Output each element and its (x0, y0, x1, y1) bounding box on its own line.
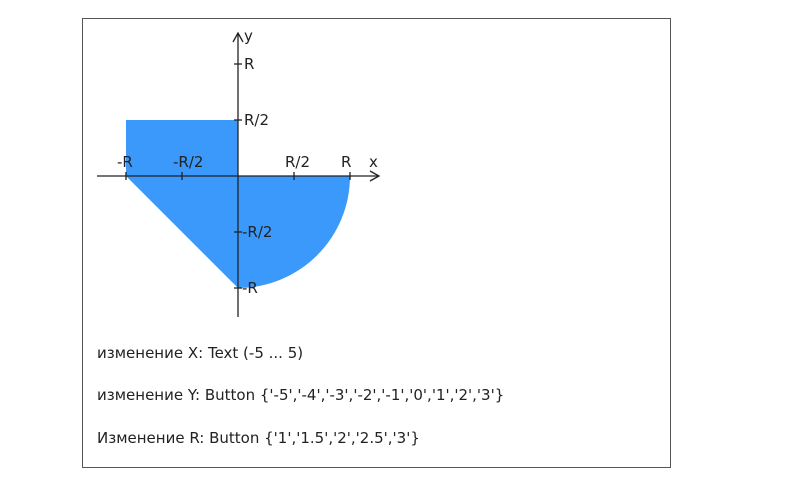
x-tick-label-pos-half: R/2 (285, 153, 310, 171)
r-change-description: Изменение R: Button {'1','1.5','2','2.5'… (97, 429, 420, 447)
y-tick-label-neg-r: -R (242, 279, 258, 297)
x-axis-arrow-icon (369, 170, 381, 182)
content-frame: x y -R -R/2 R/2 R R R/2 -R/2 -R изменени… (82, 18, 671, 468)
y-tick-label-neg-half: -R/2 (242, 223, 272, 241)
x-tick-label-pos-r: R (341, 153, 351, 171)
y-tick-label-pos-r: R (244, 55, 254, 73)
area-diagram: x y -R -R/2 R/2 R R R/2 -R/2 -R (97, 27, 381, 317)
y-axis-label: y (244, 27, 253, 45)
x-tick-label-neg-r: -R (117, 153, 133, 171)
y-change-description: изменение Y: Button {'-5','-4','-3','-2'… (97, 386, 505, 404)
x-tick-label-neg-half: -R/2 (173, 153, 203, 171)
x-change-description: изменение X: Text (-5 ... 5) (97, 344, 304, 362)
x-axis-label: x (369, 153, 378, 171)
y-tick-label-pos-half: R/2 (244, 111, 269, 129)
y-axis-arrow-icon (232, 31, 244, 43)
